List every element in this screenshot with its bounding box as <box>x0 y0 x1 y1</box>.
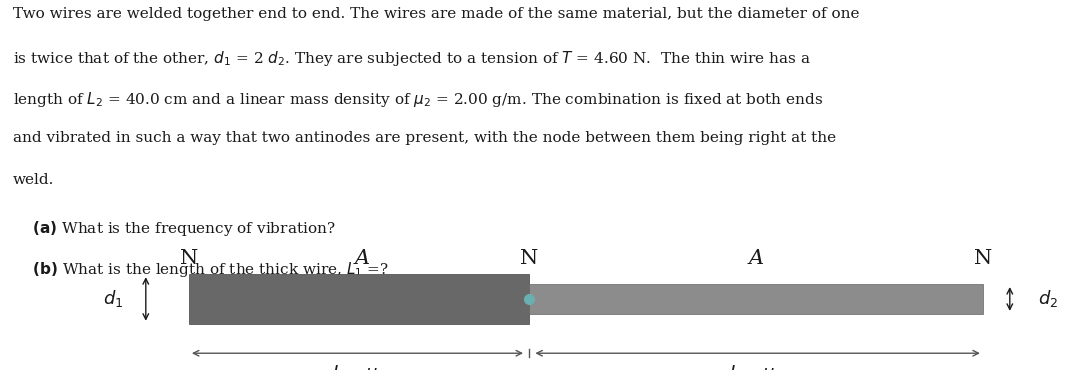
Text: $d_1$: $d_1$ <box>104 289 123 309</box>
Text: $L_2,\ \mu_2$: $L_2,\ \mu_2$ <box>729 363 783 370</box>
Text: $\mathbf{(a)}$ What is the frequency of vibration?: $\mathbf{(a)}$ What is the frequency of … <box>13 219 336 238</box>
Text: N: N <box>521 249 538 268</box>
Text: is twice that of the other, $d_1$ = 2 $d_2$. They are subjected to a tension of : is twice that of the other, $d_1$ = 2 $d… <box>13 48 811 68</box>
Text: $d_2$: $d_2$ <box>1038 289 1057 309</box>
Bar <box>529 284 983 314</box>
Text: Two wires are welded together end to end. The wires are made of the same materia: Two wires are welded together end to end… <box>13 7 860 21</box>
Text: N: N <box>180 249 198 268</box>
Text: and vibrated in such a way that two antinodes are present, with the node between: and vibrated in such a way that two anti… <box>13 131 836 145</box>
Text: length of $L_2$ = 40.0 cm and a linear mass density of $\mu_2$ = 2.00 g/m. The c: length of $L_2$ = 40.0 cm and a linear m… <box>13 90 823 109</box>
Text: A: A <box>354 249 369 268</box>
Bar <box>189 274 529 324</box>
Text: $\mathbf{(b)}$ What is the length of the thick wire, $L_1$ =?: $\mathbf{(b)}$ What is the length of the… <box>13 260 389 279</box>
Text: N: N <box>974 249 991 268</box>
Text: $L_1,\ \mu_1$: $L_1,\ \mu_1$ <box>332 363 386 370</box>
Text: weld.: weld. <box>13 173 54 187</box>
Text: A: A <box>748 249 764 268</box>
